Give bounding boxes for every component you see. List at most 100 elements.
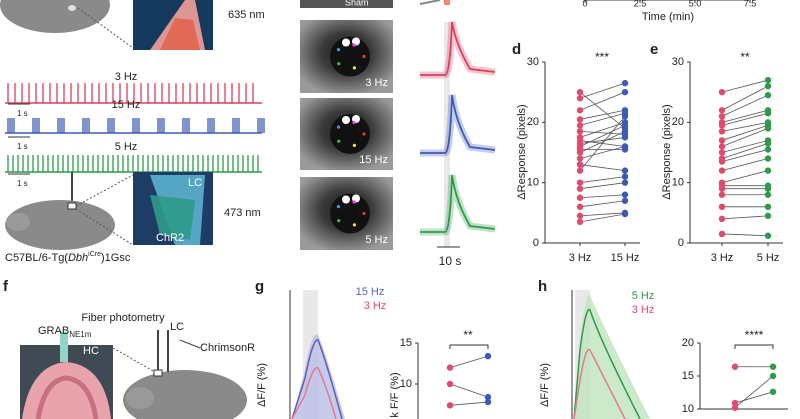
significance: ****	[745, 328, 764, 342]
pair-line	[579, 194, 626, 199]
dot	[764, 155, 772, 162]
x-tick-label: 3 Hz	[569, 252, 592, 264]
pair-line	[721, 233, 769, 237]
sensor-sub: NE1m	[69, 330, 92, 339]
opsin-label: ChrimsonR	[200, 342, 255, 354]
y-tick-label: 10	[672, 177, 684, 189]
legend-label: 5 Hz	[632, 290, 655, 302]
dot	[621, 179, 629, 186]
pair-line	[721, 170, 769, 184]
dot	[621, 197, 629, 204]
train-label: 15 Hz	[112, 99, 141, 111]
pair-line	[579, 112, 626, 126]
panel-label: e	[650, 41, 658, 58]
trace	[291, 339, 343, 419]
axis-label: ΔResponse (pixels)	[516, 104, 528, 199]
dot	[764, 146, 772, 153]
pair-line	[579, 82, 626, 99]
tracking-dot	[362, 211, 366, 216]
strain-part: )1Gsc	[101, 252, 131, 264]
dot	[576, 107, 584, 114]
pair-line	[734, 391, 774, 404]
condition-label: 3 Hz	[365, 77, 388, 89]
dot	[621, 143, 629, 150]
tracking-dot	[337, 219, 341, 223]
dot	[718, 191, 726, 198]
tracking-dot	[352, 120, 356, 125]
trace	[420, 174, 496, 233]
significance: **	[463, 328, 473, 342]
pupil	[330, 114, 370, 154]
dot	[764, 212, 772, 220]
reflection	[342, 116, 350, 124]
pair-line	[579, 200, 626, 208]
condition-label: Sham	[345, 0, 369, 7]
pair-line	[579, 176, 626, 184]
pair-line	[721, 143, 769, 159]
trace-band	[420, 174, 496, 236]
pair-line	[721, 121, 769, 132]
dot	[576, 116, 584, 123]
panel-label: h	[538, 278, 547, 295]
trace	[419, 0, 441, 5]
tracking-dot	[336, 205, 341, 209]
significance: **	[740, 50, 750, 64]
dot	[764, 203, 772, 210]
trace	[291, 367, 337, 419]
paired-chart: 10 15 k F/F (%) **	[389, 328, 492, 419]
sig-bracket	[449, 344, 489, 349]
tracking-dot	[352, 223, 357, 227]
dot	[576, 95, 584, 102]
x-tick-label: 2.5	[634, 0, 647, 8]
photometry-title: Fiber photometry	[81, 312, 165, 324]
pair-line	[579, 137, 626, 144]
dot	[764, 167, 772, 174]
sensor-label: GRABNE1m	[38, 325, 92, 339]
strain-sup: iCre	[88, 251, 101, 258]
legend-label: 15 Hz	[356, 286, 385, 298]
dot	[718, 158, 726, 165]
strain-part: C57BL/6-Tg(	[5, 252, 68, 264]
dot	[576, 179, 584, 186]
dot	[484, 352, 492, 360]
axis-label: ΔResponse (pixels)	[661, 104, 673, 199]
dot	[576, 155, 584, 162]
dot	[731, 363, 739, 370]
fan-blue	[133, 172, 213, 245]
pair-line	[579, 91, 626, 129]
mouse-illustration	[123, 330, 247, 419]
dot	[621, 88, 629, 96]
y-tick-label: 20	[682, 337, 694, 349]
axis-label: ΔF/F (%)	[539, 363, 551, 407]
legend-label: 3 Hz	[632, 304, 655, 316]
dot	[576, 212, 584, 220]
train-label: 5 Hz	[115, 141, 138, 153]
dot	[731, 404, 739, 411]
dot	[621, 79, 629, 87]
pair-line	[579, 146, 626, 159]
tracking-dot	[336, 48, 341, 52]
pair-line	[721, 85, 769, 111]
y-tick-label: 20	[672, 116, 684, 128]
trace	[420, 21, 496, 76]
pulse-trains	[5, 83, 265, 175]
pair-line	[579, 131, 626, 153]
scale-label: 1 s	[17, 179, 28, 188]
train-label: 3 Hz	[115, 71, 138, 83]
y-tick-label: 10	[682, 403, 694, 415]
pair-line	[449, 355, 489, 368]
dot	[576, 122, 584, 129]
sensor: GRAB	[38, 325, 69, 337]
dot	[484, 398, 492, 406]
dot	[731, 399, 739, 407]
region-label: LC	[188, 177, 202, 189]
pair-line	[721, 215, 769, 220]
significance: ***	[595, 50, 609, 64]
pair-line	[579, 124, 626, 147]
tracking-dot	[337, 139, 341, 143]
x-tick-label: 15 Hz	[611, 252, 640, 264]
tracking-dot	[352, 43, 356, 47]
pupil	[330, 36, 370, 77]
pair-line	[579, 109, 626, 120]
dot	[718, 122, 726, 129]
